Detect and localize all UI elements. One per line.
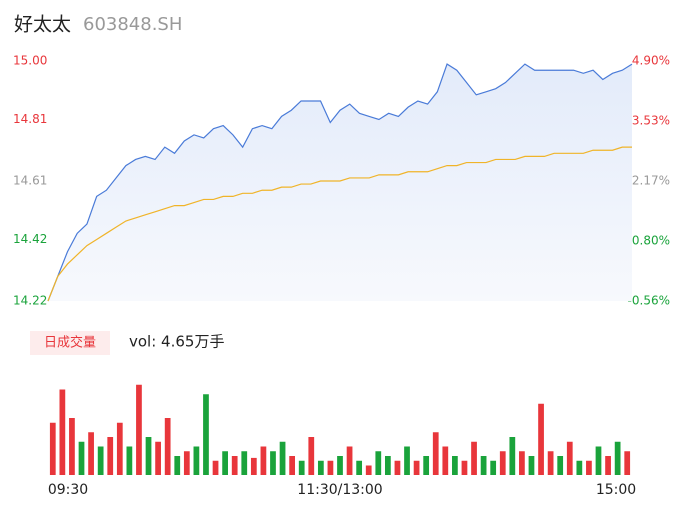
volume-bar	[365, 465, 372, 475]
volume-bar	[97, 446, 104, 475]
price-line	[47, 63, 633, 302]
volume-bar	[136, 384, 142, 475]
volume-bar	[384, 456, 391, 475]
volume-bar	[404, 446, 410, 475]
volume-bar	[279, 441, 286, 475]
volume-bar	[289, 456, 296, 475]
x-tick-label: 09:30	[48, 482, 88, 498]
volume-bar	[212, 460, 219, 475]
stock-name: 好太太	[14, 14, 71, 36]
volume-bar	[499, 451, 506, 475]
volume-bar	[78, 441, 85, 475]
average-line	[47, 146, 632, 302]
volume-bar	[155, 441, 161, 475]
volume-bar	[356, 460, 363, 475]
volume-bar	[509, 437, 516, 475]
y-tick-label: 14.81	[13, 112, 47, 126]
volume-bar	[452, 456, 458, 475]
volume-bar	[222, 451, 228, 475]
price-area	[48, 64, 632, 301]
volume-bar	[413, 460, 420, 475]
y-tick-label: 14.42	[13, 232, 47, 246]
volume-bar	[183, 451, 190, 475]
y2-tick-label: -0.56%	[628, 294, 670, 308]
volume-bar	[432, 432, 439, 475]
volume-bar	[490, 460, 497, 475]
volume-bar	[394, 460, 401, 475]
volume-bar	[69, 418, 75, 475]
volume-bar	[595, 446, 602, 475]
volume-bar	[107, 437, 114, 475]
volume-bar	[174, 456, 181, 475]
y-tick-label: 14.61	[13, 174, 47, 188]
y2-tick-label: 0.80%	[632, 234, 670, 248]
volume-bar	[538, 403, 544, 475]
volume-bar	[49, 422, 56, 475]
y-tick-label: 14.22	[13, 294, 47, 308]
volume-bar	[337, 456, 343, 475]
volume-bar	[605, 456, 611, 475]
volume-bar	[260, 446, 267, 475]
volume-bar	[461, 460, 468, 475]
volume-bar	[270, 451, 276, 475]
volume-bar	[624, 451, 631, 475]
y2-tick-label: 2.17%	[632, 174, 670, 188]
volume-bar	[576, 460, 583, 475]
volume-bar	[519, 451, 525, 475]
volume-bar	[241, 451, 248, 475]
volume-bar	[308, 437, 315, 475]
volume-button[interactable]	[30, 331, 110, 355]
volume-bar	[346, 446, 353, 475]
volume-bar	[547, 451, 554, 475]
volume-bar	[566, 441, 573, 475]
volume-bar	[116, 422, 123, 475]
volume-bar	[614, 441, 621, 475]
volume-bar	[423, 456, 430, 475]
volume-bar	[145, 437, 152, 475]
volume-bar	[327, 460, 334, 475]
volume-bar	[231, 456, 238, 475]
volume-button-label[interactable]: 日成交量	[44, 335, 96, 351]
volume-bar	[250, 457, 257, 475]
y2-tick-label: 4.90%	[632, 54, 670, 68]
volume-bar	[375, 451, 382, 475]
volume-bar	[164, 418, 171, 475]
volume-bar	[586, 460, 592, 475]
volume-bar	[126, 446, 133, 475]
volume-bar	[193, 446, 200, 475]
y2-tick-label: 3.53%	[632, 114, 670, 128]
volume-bar	[528, 456, 535, 475]
stock-code: 603848.SH	[83, 14, 182, 35]
volume-bar	[298, 460, 305, 475]
volume-bar	[317, 460, 324, 475]
y-tick-label: 15.00	[13, 54, 47, 68]
x-tick-label: 11:30/13:00	[297, 482, 382, 498]
volume-bar	[88, 432, 94, 475]
volume-bar	[557, 456, 564, 475]
volume-bar	[59, 389, 66, 475]
x-tick-label: 15:00	[596, 482, 636, 498]
volume-bar	[203, 394, 209, 475]
volume-bar	[471, 441, 477, 475]
volume-label: vol: 4.65万手	[129, 333, 224, 351]
volume-bar	[442, 446, 449, 475]
volume-bar	[480, 456, 487, 475]
